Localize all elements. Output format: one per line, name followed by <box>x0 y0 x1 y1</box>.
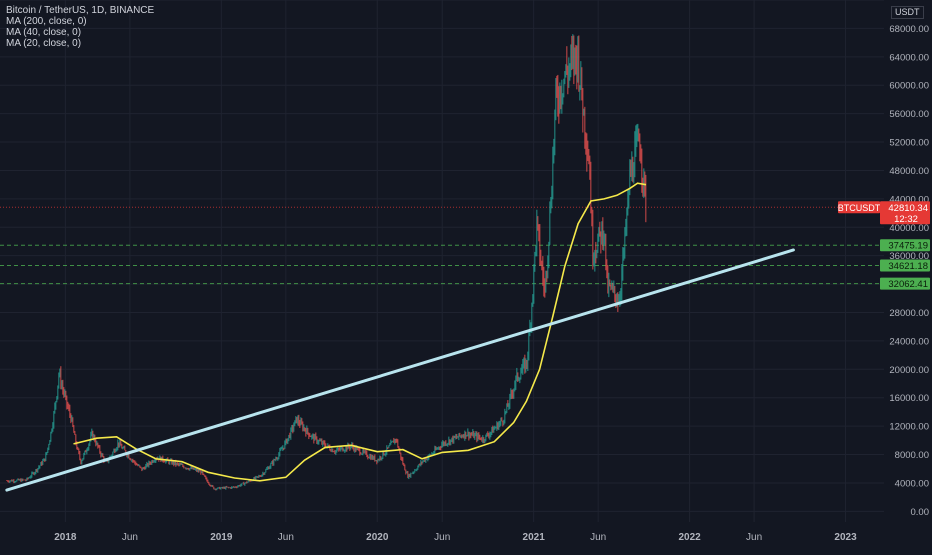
grid <box>0 0 884 522</box>
indicator-ma-200[interactable]: MA (200, close, 0) <box>6 16 87 27</box>
level-label-bg <box>880 239 930 252</box>
y-tick-label: 60000.00 <box>889 81 929 92</box>
x-tick-label: 2020 <box>366 532 389 543</box>
y-tick-label: 4000.00 <box>895 478 929 489</box>
y-tick-label: 48000.00 <box>889 166 929 177</box>
y-tick-label: 16000.00 <box>889 393 929 404</box>
level-label: 32062.41 <box>888 279 928 290</box>
x-tick-label: Jun <box>590 532 606 543</box>
level-label-bg <box>880 259 930 272</box>
y-tick-label: 64000.00 <box>889 52 929 63</box>
ma-200-line <box>73 182 647 482</box>
y-tick-label: 68000.00 <box>889 24 929 35</box>
y-tick-label: 52000.00 <box>889 138 929 149</box>
x-tick-label: Jun <box>746 532 762 543</box>
y-tick-label: 28000.00 <box>889 308 929 319</box>
last-price-label: 42810.34 <box>888 203 928 214</box>
symbol-tag-bg <box>838 201 880 214</box>
level-label: 37475.19 <box>888 241 928 252</box>
symbol-title[interactable]: Bitcoin / TetherUS, 1D, BINANCE <box>6 5 155 16</box>
time-scale-bg <box>0 522 884 550</box>
candles <box>6 34 647 491</box>
y-tick-label: 12000.00 <box>889 422 929 433</box>
indicator-ma-40[interactable]: MA (40, close, 0) <box>6 27 82 38</box>
level-label-bg <box>880 277 930 290</box>
last-price-label-bg <box>880 201 930 225</box>
x-tick-label: 2019 <box>210 532 233 543</box>
support-trendline[interactable] <box>5 248 795 492</box>
y-tick-label: 0.00 <box>911 507 930 518</box>
x-tick-label: 2022 <box>678 532 701 543</box>
x-tick-label: Jun <box>278 532 294 543</box>
x-tick-label: 2023 <box>834 532 857 543</box>
horizontal-levels <box>0 206 884 285</box>
level-label: 34621.18 <box>888 261 928 272</box>
chart-legend[interactable]: Bitcoin / TetherUS, 1D, BINANCE MA (200,… <box>6 5 154 49</box>
currency-label[interactable]: USDT <box>891 6 924 19</box>
y-tick-label: 56000.00 <box>889 109 929 120</box>
price-markers: 37475.19 34621.18 32062.41 BTCUSDT 42810.341… <box>838 201 930 290</box>
trendlines[interactable] <box>5 248 795 492</box>
indicator-ma-20[interactable]: MA (20, close, 0) <box>6 38 82 49</box>
y-tick-label: 24000.00 <box>889 336 929 347</box>
y-tick-label: 44000.00 <box>889 194 929 205</box>
x-tick-label: 2018 <box>54 532 77 543</box>
y-tick-label: 36000.00 <box>889 251 929 262</box>
symbol-tag: BTCUSDT <box>838 203 881 213</box>
x-tick-label: 2021 <box>523 532 546 543</box>
y-tick-label: 20000.00 <box>889 365 929 376</box>
y-tick-label: 40000.00 <box>889 223 929 234</box>
x-tick-label: Jun <box>122 532 138 543</box>
y-tick-label: 8000.00 <box>895 450 929 461</box>
moving-averages <box>73 182 647 482</box>
x-tick-label: Jun <box>434 532 450 543</box>
price-scale-bg <box>884 0 932 550</box>
candle-countdown: 12:32 <box>894 214 918 225</box>
